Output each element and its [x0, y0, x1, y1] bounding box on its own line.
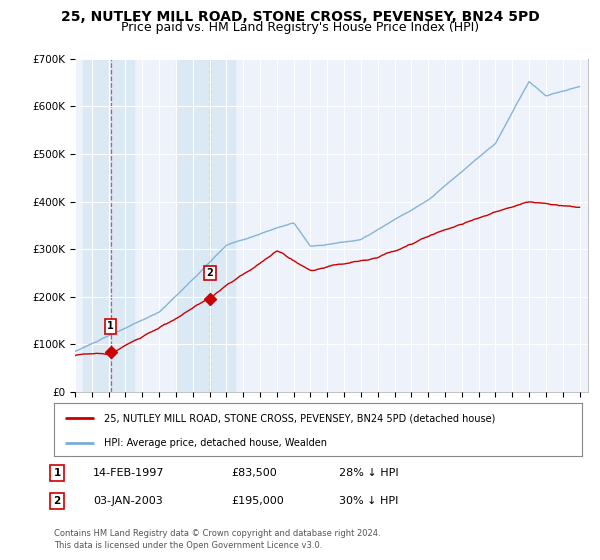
Text: £195,000: £195,000	[231, 496, 284, 506]
Text: Contains HM Land Registry data © Crown copyright and database right 2024.
This d: Contains HM Land Registry data © Crown c…	[54, 529, 380, 550]
Text: 14-FEB-1997: 14-FEB-1997	[93, 468, 164, 478]
Text: 1: 1	[107, 321, 114, 331]
Text: 1: 1	[53, 468, 61, 478]
Text: 25, NUTLEY MILL ROAD, STONE CROSS, PEVENSEY, BN24 5PD (detached house): 25, NUTLEY MILL ROAD, STONE CROSS, PEVEN…	[104, 413, 496, 423]
Text: 30% ↓ HPI: 30% ↓ HPI	[339, 496, 398, 506]
Text: 25, NUTLEY MILL ROAD, STONE CROSS, PEVENSEY, BN24 5PD: 25, NUTLEY MILL ROAD, STONE CROSS, PEVEN…	[61, 10, 539, 24]
Text: Price paid vs. HM Land Registry's House Price Index (HPI): Price paid vs. HM Land Registry's House …	[121, 21, 479, 34]
Text: 03-JAN-2003: 03-JAN-2003	[93, 496, 163, 506]
Text: 28% ↓ HPI: 28% ↓ HPI	[339, 468, 398, 478]
Text: 2: 2	[206, 268, 213, 278]
Text: £83,500: £83,500	[231, 468, 277, 478]
Text: 2: 2	[53, 496, 61, 506]
Bar	[176, 59, 235, 392]
Bar	[83, 59, 134, 392]
Text: HPI: Average price, detached house, Wealden: HPI: Average price, detached house, Weal…	[104, 438, 327, 448]
